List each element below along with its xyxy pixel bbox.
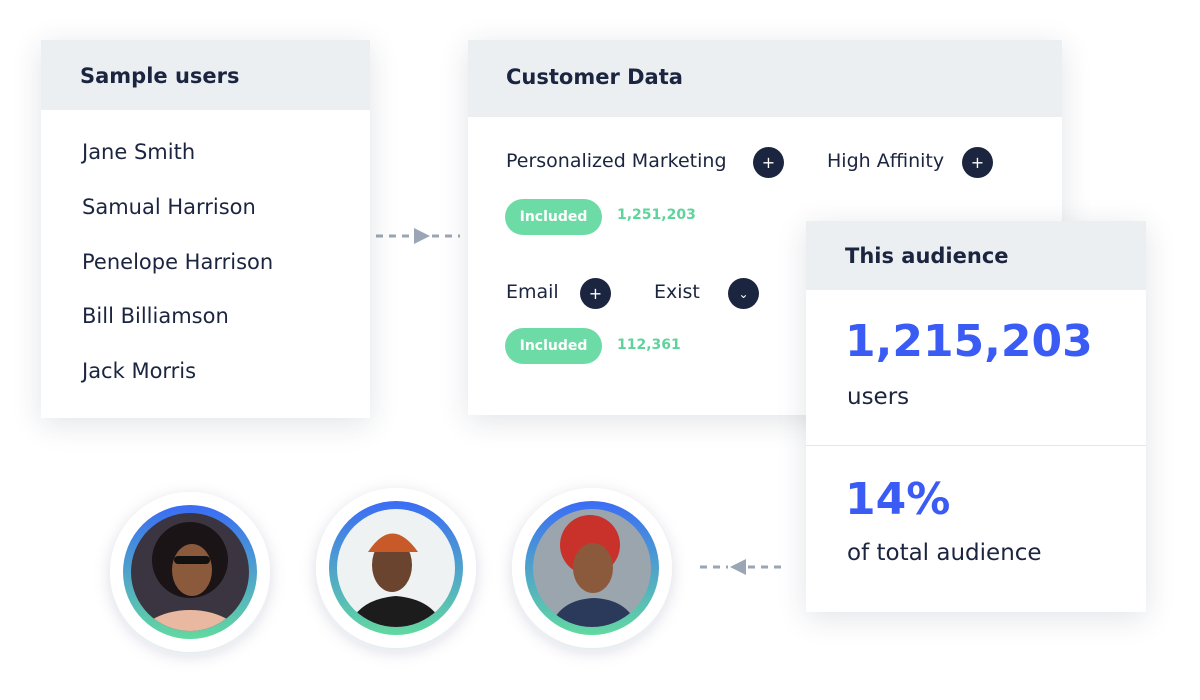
user-name: Jack Morris	[82, 359, 197, 383]
dropdown-button[interactable]: ⌄	[728, 278, 759, 309]
user-name: Samual Harrison	[82, 195, 256, 219]
user-name: Bill Billiamson	[82, 304, 229, 328]
add-button[interactable]: +	[962, 147, 993, 178]
attribute: Exist	[654, 281, 700, 303]
avatar	[316, 488, 476, 648]
share-label: of total audience	[847, 540, 1042, 566]
arrow-head	[414, 228, 430, 244]
arrow-head	[730, 559, 746, 575]
avatar	[512, 488, 672, 648]
add-button[interactable]: +	[753, 147, 784, 178]
audience-share: 14%	[845, 474, 951, 525]
user-name: Penelope Harrison	[82, 250, 274, 274]
count-label: users	[847, 384, 910, 410]
divider	[806, 445, 1146, 446]
card-title: This audience	[806, 221, 1146, 290]
count: 112,361	[617, 337, 681, 353]
attribute: Personalized Marketing	[506, 150, 727, 172]
avatar	[110, 492, 270, 652]
badge: Included	[505, 328, 602, 364]
audience-count: 1,215,203	[845, 316, 1093, 367]
card-title: Customer Data	[468, 40, 1062, 117]
count: 1,251,203	[617, 207, 696, 223]
badge: Included	[505, 199, 602, 235]
sample-users-card: Sample users Jane Smith Samual Harrison …	[41, 40, 370, 418]
card-title: Sample users	[41, 40, 370, 110]
attribute: Email	[506, 281, 559, 303]
add-button[interactable]: +	[580, 278, 611, 309]
arrow	[376, 234, 784, 569]
audience-card: This audience 1,215,203 users 14% of tot…	[806, 221, 1146, 612]
user-name: Jane Smith	[82, 140, 196, 164]
attribute: High Affinity	[827, 150, 945, 172]
